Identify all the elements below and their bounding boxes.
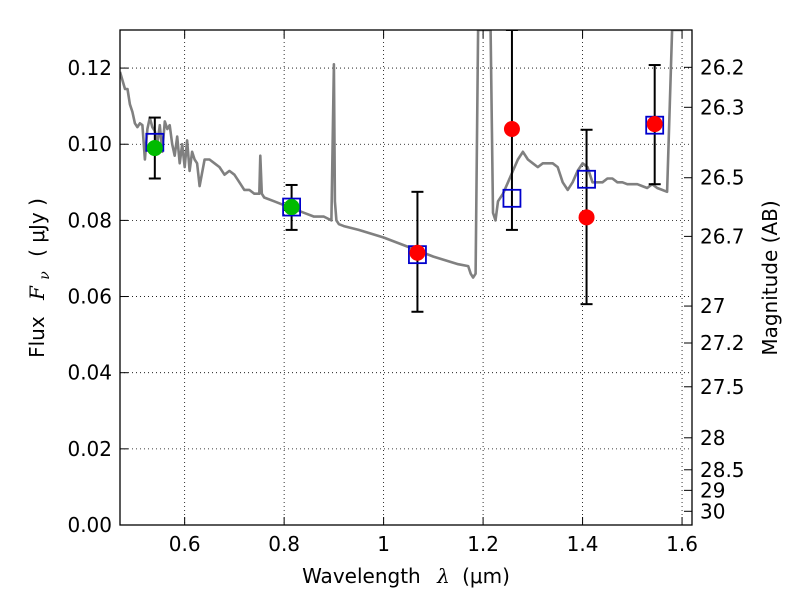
y-axis-label-right: Magnitude (AB): [758, 200, 782, 355]
model-photometry-square: [282, 197, 302, 217]
x-axis-label-symbol: λ: [436, 564, 450, 588]
observed-flux-point: [409, 244, 426, 261]
right-tick-label: 27.2: [700, 331, 745, 355]
model-spectrum-line: [120, 30, 683, 279]
x-tick-label: 0.6: [169, 532, 201, 556]
y-tick-label: 0.08: [67, 208, 112, 232]
x-tick-label: 1.6: [666, 532, 698, 556]
x-tick-label: 1: [377, 532, 390, 556]
y-tick-label: 0.06: [67, 285, 112, 309]
y-axis-label: Flux F ν ( μJy ): [25, 198, 54, 358]
plot-content: [120, 30, 683, 313]
observed-flux-point: [646, 116, 663, 133]
grid-lines: [120, 30, 692, 525]
y-axis-label-unit: ( μJy ): [25, 198, 49, 257]
observed-flux-point: [578, 209, 595, 226]
right-tick-label: 27: [700, 294, 725, 318]
observed-flux-point: [503, 121, 520, 137]
y-tick-label: 0.12: [67, 56, 112, 80]
y-axis-label-symbol: F: [25, 285, 49, 301]
y-axis-label-text: Flux: [25, 316, 49, 358]
y-tick-label: 0.10: [67, 132, 112, 156]
right-tick-label: 26.5: [700, 166, 745, 190]
right-tick-label: 28: [700, 426, 725, 450]
x-tick-label: 0.8: [268, 532, 300, 556]
right-tick-label: 26.2: [700, 55, 745, 79]
axes-ticks: 0.6 0.8 1 1.2 1.4 1.6 0.00 0.02 0.04 0.06 0.08 0.10…: [67, 30, 745, 556]
y-axis-label-subscript: ν: [37, 271, 53, 280]
observed-flux-point: [283, 199, 300, 216]
right-tick-label: 28.5: [700, 458, 745, 482]
right-tick-label: 26.7: [700, 224, 745, 248]
right-tick-label: 29: [700, 478, 725, 502]
x-axis-label-text: Wavelength: [302, 564, 421, 588]
right-tick-label: 27.5: [700, 375, 745, 399]
y-tick-label: 0.00: [67, 513, 112, 537]
model-photometry-square: [502, 188, 522, 208]
plot-frame: [119, 29, 693, 526]
right-tick-label: 30: [700, 499, 725, 523]
observed-flux-point: [146, 140, 163, 157]
x-axis-label-unit: (μm): [462, 564, 510, 588]
y-tick-label: 0.02: [67, 437, 112, 461]
y-tick-label: 0.04: [67, 361, 112, 385]
x-tick-label: 1.4: [567, 532, 599, 556]
model-photometry-square: [577, 169, 596, 189]
x-axis-label: Wavelength λ (μm): [302, 564, 510, 588]
right-tick-label: 26.3: [700, 95, 745, 119]
x-tick-label: 1.2: [467, 532, 499, 556]
